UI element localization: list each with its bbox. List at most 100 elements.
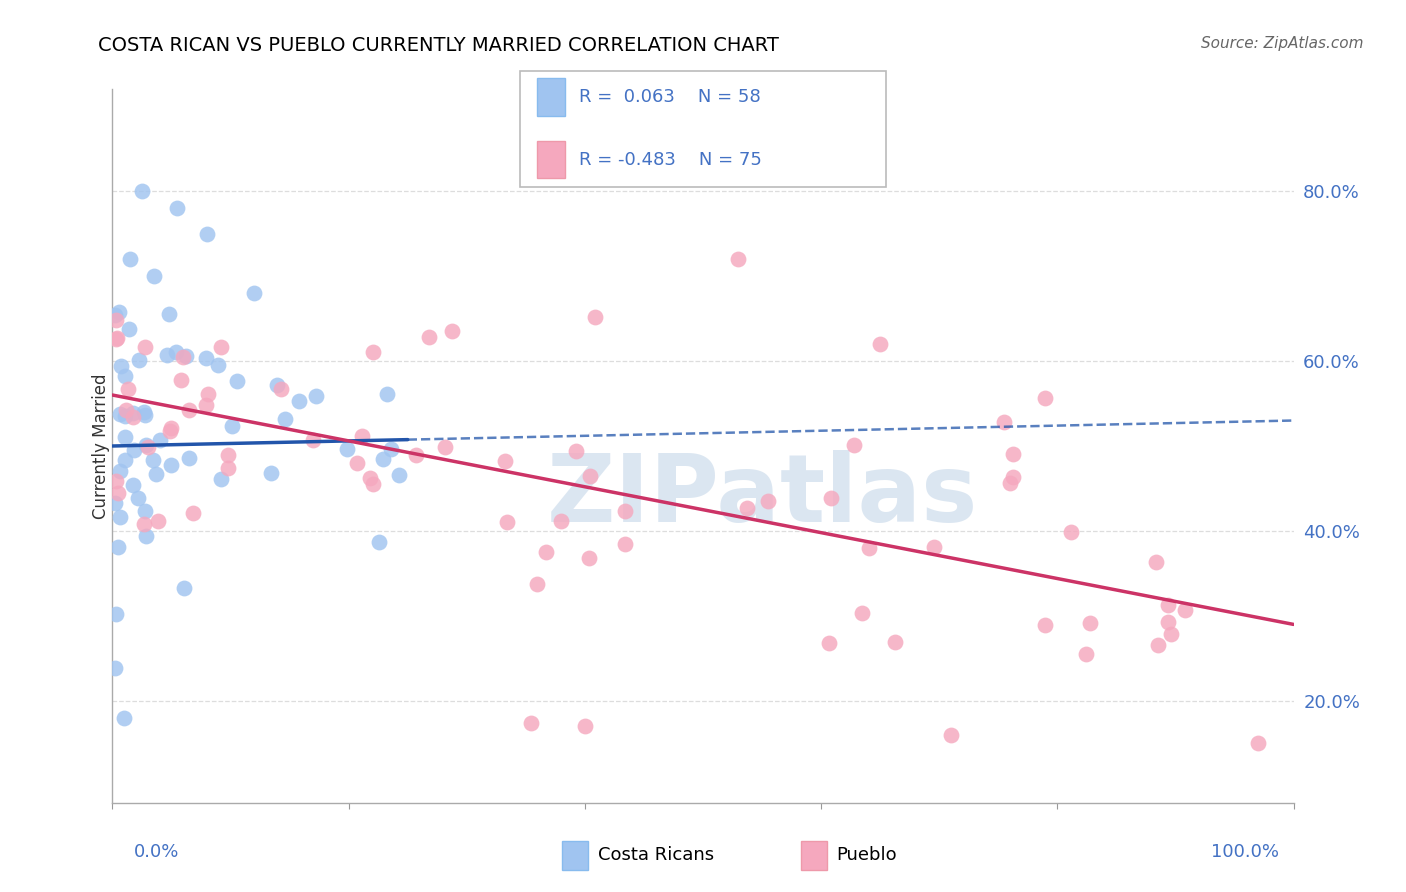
Point (375, 387, 398, 401)
Point (221, 418, 243, 433)
Point (1076, 647, 1098, 661)
Point (1033, 391, 1056, 405)
Point (165, 344, 187, 359)
Point (114, 403, 136, 417)
Point (105, 332, 128, 346)
Point (142, 269, 165, 284)
Point (858, 541, 880, 556)
Point (883, 634, 905, 648)
Point (380, 442, 402, 457)
Point (1160, 627, 1182, 641)
Point (266, 377, 288, 392)
Point (273, 412, 295, 426)
Point (496, 515, 519, 529)
Point (388, 467, 411, 482)
Point (117, 322, 139, 336)
Point (108, 305, 131, 319)
Point (1144, 555, 1167, 569)
Point (1174, 603, 1197, 617)
Point (134, 405, 156, 419)
Point (259, 466, 281, 480)
Point (217, 448, 239, 462)
Point (159, 421, 181, 435)
Y-axis label: Currently Married: Currently Married (93, 373, 110, 519)
Point (441, 324, 464, 338)
Point (127, 491, 149, 505)
Point (1033, 618, 1056, 632)
Point (578, 551, 600, 566)
Point (105, 331, 128, 345)
Point (842, 438, 865, 452)
Point (142, 453, 165, 467)
Point (359, 471, 381, 485)
Point (869, 337, 891, 351)
Point (179, 403, 201, 417)
Point (305, 389, 328, 403)
Text: Costa Ricans: Costa Ricans (598, 847, 714, 864)
Point (104, 308, 127, 322)
Point (104, 496, 127, 510)
Text: 100.0%: 100.0% (1212, 843, 1279, 861)
Point (112, 711, 135, 725)
Point (128, 353, 150, 368)
Point (197, 387, 219, 401)
Text: R = -0.483    N = 75: R = -0.483 N = 75 (579, 151, 762, 169)
Point (157, 307, 180, 321)
Text: ZIPatlas: ZIPatlas (547, 450, 977, 542)
Point (104, 661, 127, 675)
Point (363, 477, 385, 491)
Point (243, 286, 266, 301)
Point (526, 577, 548, 591)
Point (851, 606, 873, 620)
Text: COSTA RICAN VS PUEBLO CURRENTLY MARRIED CORRELATION CHART: COSTA RICAN VS PUEBLO CURRENTLY MARRIED … (98, 36, 779, 54)
Point (173, 581, 195, 595)
Point (352, 429, 374, 443)
Point (176, 349, 198, 363)
Point (1247, 736, 1270, 750)
Point (134, 504, 156, 518)
Point (195, 227, 218, 241)
Point (270, 382, 292, 396)
Point (156, 348, 179, 362)
Point (145, 467, 167, 481)
Point (756, 494, 779, 508)
Point (181, 506, 204, 520)
Point (495, 453, 517, 467)
Point (361, 345, 384, 359)
Point (172, 350, 194, 364)
Point (818, 636, 841, 650)
Point (574, 719, 596, 733)
Point (336, 442, 359, 456)
Point (117, 382, 139, 396)
Point (149, 434, 172, 448)
Point (110, 408, 132, 422)
Point (1001, 470, 1024, 484)
Text: Source: ZipAtlas.com: Source: ZipAtlas.com (1201, 36, 1364, 51)
Point (418, 330, 440, 344)
Point (1002, 447, 1025, 461)
Point (405, 448, 427, 462)
Point (107, 486, 129, 500)
Point (1147, 638, 1170, 652)
Point (727, 252, 749, 266)
Point (179, 450, 201, 465)
Text: 0.0%: 0.0% (134, 843, 179, 861)
Point (122, 407, 145, 421)
Point (433, 441, 456, 455)
Point (209, 340, 232, 354)
Point (346, 456, 368, 470)
Text: R =  0.063    N = 58: R = 0.063 N = 58 (579, 88, 761, 106)
Point (579, 468, 602, 483)
Point (207, 358, 229, 372)
Point (613, 504, 636, 518)
Point (1059, 524, 1081, 539)
Point (108, 509, 131, 524)
Point (146, 514, 169, 528)
Text: Pueblo: Pueblo (837, 847, 897, 864)
Point (122, 410, 145, 425)
Point (1000, 476, 1022, 491)
Point (1157, 599, 1180, 613)
Point (939, 728, 962, 742)
Point (993, 415, 1015, 429)
Point (302, 433, 325, 447)
